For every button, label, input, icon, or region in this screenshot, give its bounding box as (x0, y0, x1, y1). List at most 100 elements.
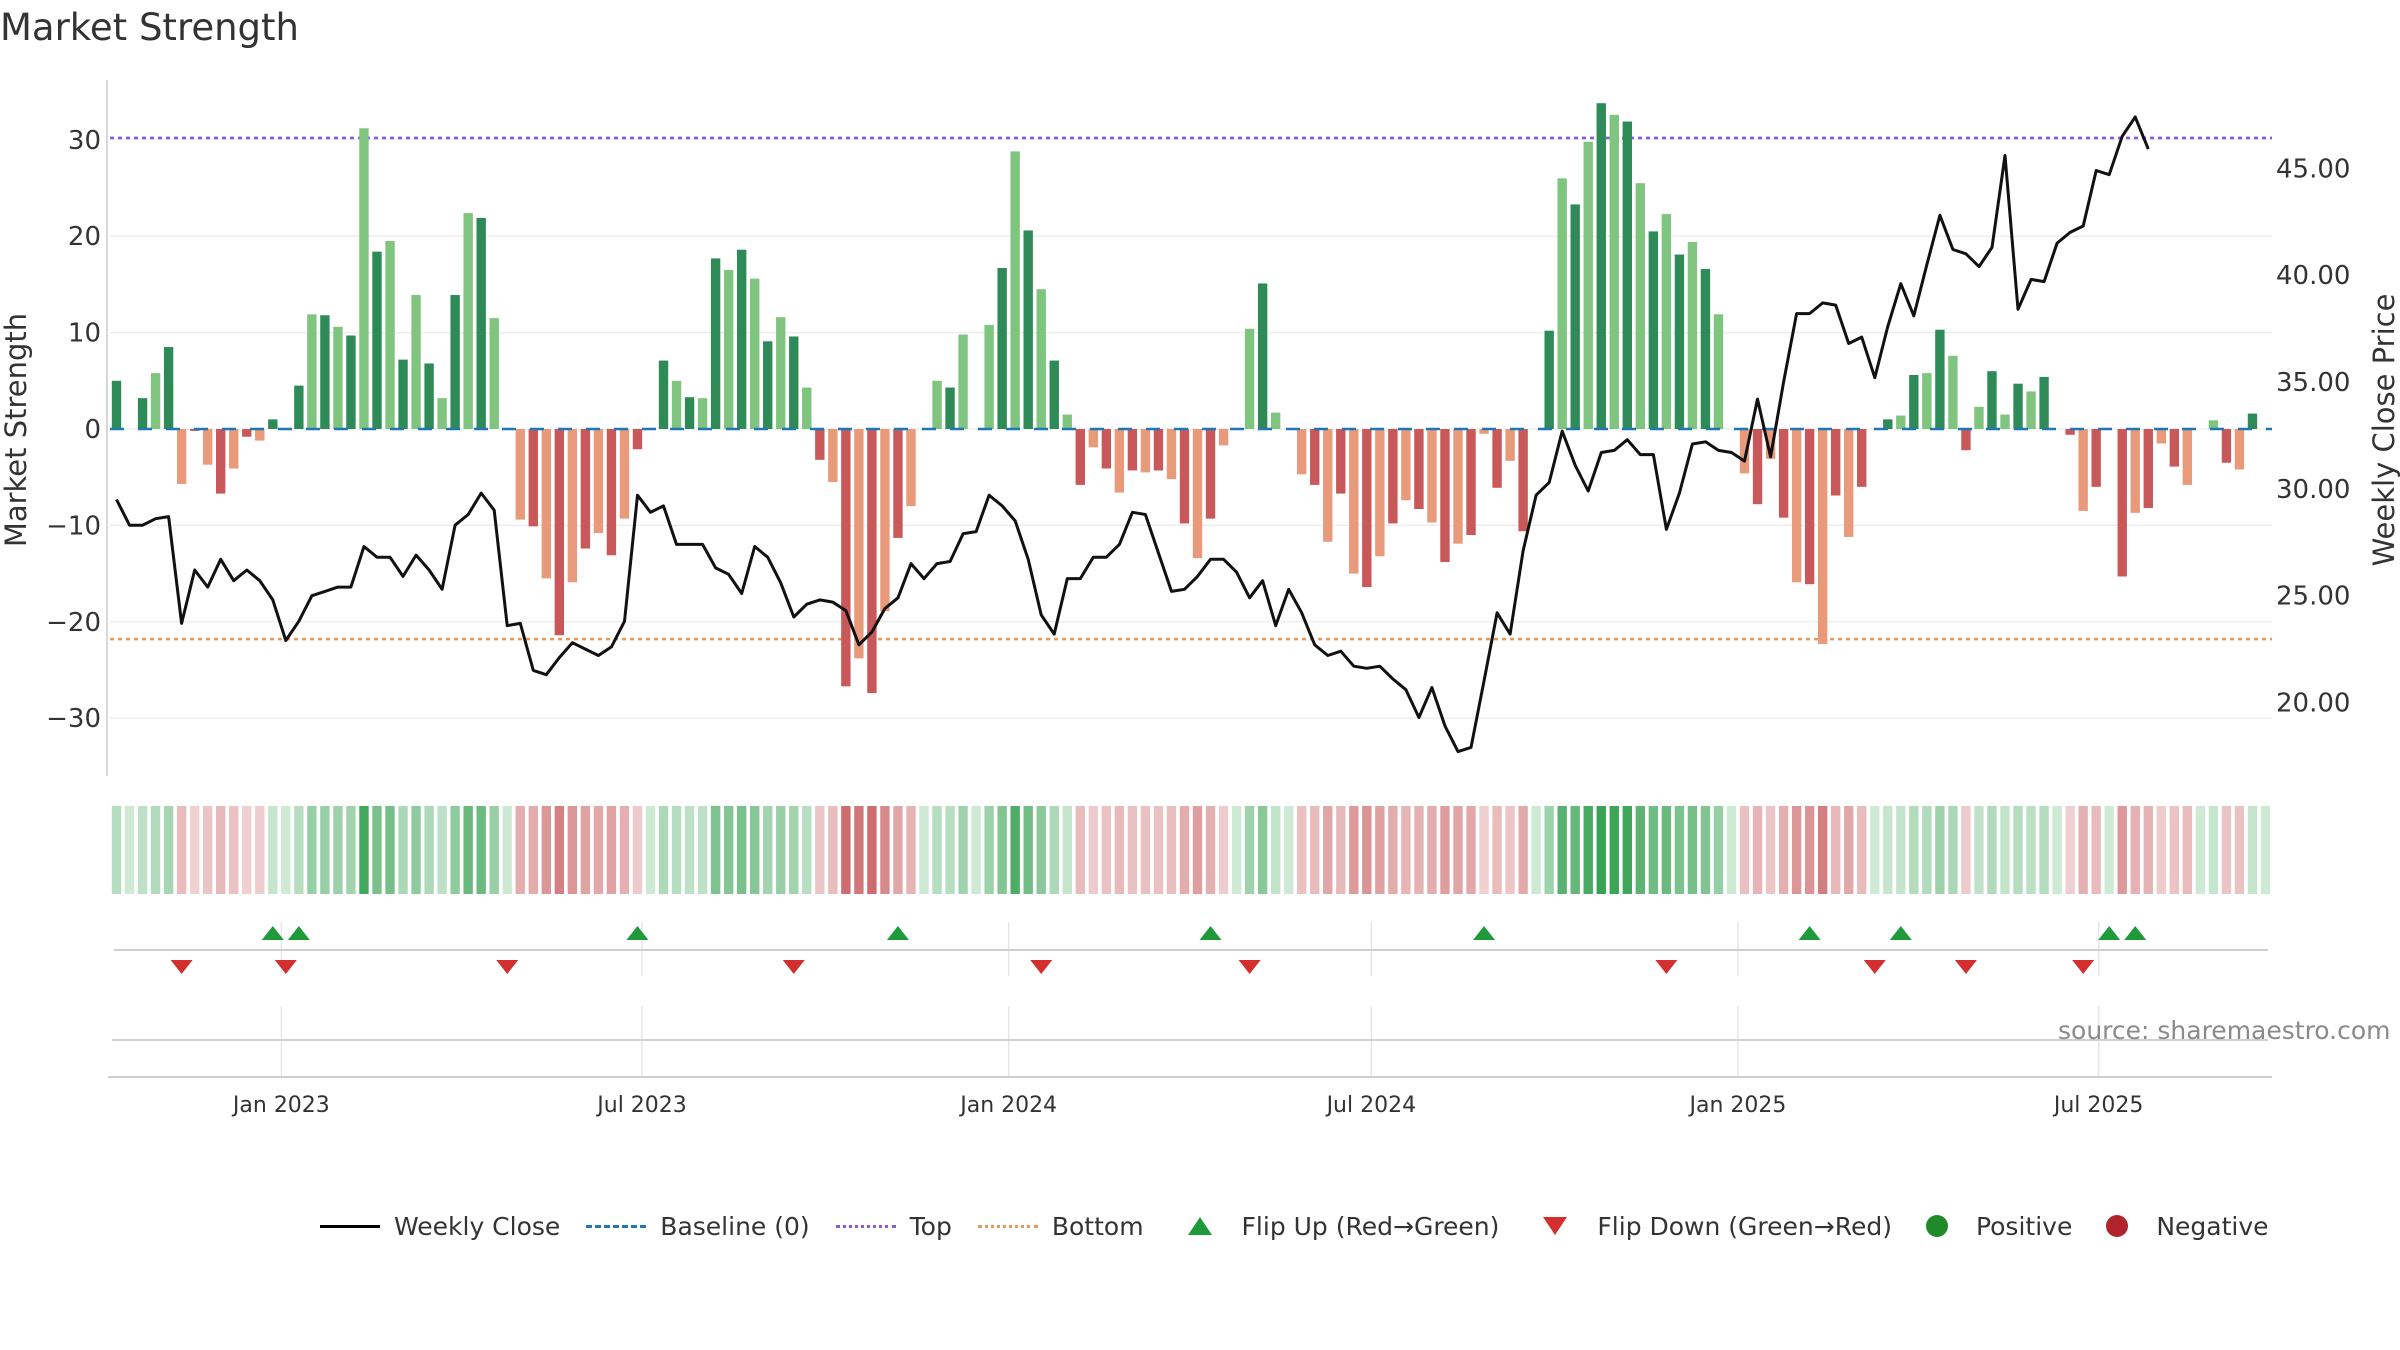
legend-positive: Positive (1918, 1212, 2072, 1241)
negative-bar (567, 429, 578, 583)
negative-bar (528, 429, 538, 527)
ribbon-cell (2065, 806, 2075, 894)
positive-bar (958, 334, 968, 429)
negative-bar (1205, 429, 1216, 519)
ribbon-cell (1948, 806, 1958, 894)
y-tick-label: 0 (84, 415, 101, 445)
ribbon-cell (1974, 806, 1984, 894)
line-swatch-icon (320, 1224, 380, 1228)
ribbon-cell (1127, 806, 1138, 894)
y2-tick-label: 35.00 (2276, 368, 2350, 398)
ribbon-cell (372, 806, 382, 894)
legend-top: Top (835, 1212, 952, 1241)
flip-up-marker (2124, 926, 2147, 940)
ribbon-cell (1140, 806, 1151, 894)
legend-flip-up: Flip Up (Red→Green) (1170, 1212, 1499, 1241)
positive-bar (723, 269, 734, 429)
negative-bar (880, 429, 890, 612)
negative-bar (2234, 429, 2245, 470)
ribbon-cell (1466, 806, 1476, 894)
negative-bar (1778, 429, 1789, 518)
ribbon-cell (1492, 806, 1502, 894)
negative-bar (541, 429, 551, 579)
negative-bar (2221, 429, 2232, 463)
ribbon-cell (2104, 806, 2114, 894)
y-tick-label: 10 (68, 319, 101, 349)
negative-bar (2091, 429, 2101, 487)
negative-bar (1192, 429, 1203, 559)
positive-bar (137, 398, 148, 429)
positive-bar (789, 336, 799, 429)
ribbon-cell (1283, 806, 1294, 894)
ribbon-cell (242, 806, 252, 894)
negative-bar (906, 429, 916, 507)
legend-label: Flip Down (Green→Red) (1597, 1211, 1892, 1241)
negative-bar (1752, 429, 1763, 505)
negative-bar (1857, 429, 1867, 487)
flip-up-marker (886, 926, 909, 940)
positive-bar (1687, 242, 1698, 429)
ribbon-cell (1427, 806, 1437, 894)
ribbon-cell (710, 806, 721, 894)
y2-tick-label: 45.00 (2276, 154, 2350, 184)
positive-bar (1270, 412, 1281, 429)
dotted-line-swatch-icon (835, 1224, 896, 1228)
negative-bar (2156, 429, 2166, 444)
legend-label: Weekly Close (394, 1211, 561, 1241)
legend-baseline: Baseline (0) (586, 1212, 810, 1241)
negative-bar (619, 429, 630, 519)
ribbon-cell (1726, 806, 1737, 894)
negative-bar (554, 429, 565, 636)
positive-bar (333, 326, 343, 429)
positive-bar (1036, 289, 1046, 429)
flip-up-marker (626, 926, 649, 940)
flip-down-marker (782, 960, 805, 974)
ribbon-cell (1700, 806, 1711, 894)
negative-bar (1349, 429, 1359, 574)
y2-tick-label: 40.00 (2276, 261, 2350, 291)
ribbon-cell (1453, 806, 1463, 894)
negative-bar (1479, 429, 1489, 434)
negative-bar (632, 429, 643, 450)
negative-bar (1817, 429, 1828, 644)
ribbon-cell (619, 806, 630, 894)
ribbon-cell (1505, 806, 1515, 894)
ribbon-cell (1896, 806, 1906, 894)
ribbon-cell (580, 806, 591, 894)
ribbon-cell (958, 806, 968, 894)
ribbon-cell (684, 806, 695, 894)
negative-bar (2169, 429, 2180, 467)
positive-bar (1257, 283, 1268, 429)
y2-axis-label: Weekly Close Price (2367, 294, 2400, 567)
ribbon-cell (411, 806, 421, 894)
x-tick-label: Jul 2023 (595, 1093, 687, 1118)
negative-bar (1961, 429, 1971, 451)
ribbon-cell (1596, 806, 1606, 894)
ribbon-cell (1661, 806, 1672, 894)
ribbon-cell (1987, 806, 1997, 894)
triangle-up-icon (1187, 1217, 1212, 1235)
legend-label: Negative (2156, 1211, 2269, 1241)
ribbon-cell (2026, 806, 2036, 894)
ribbon-cell (1270, 806, 1281, 894)
ribbon-cell (697, 806, 708, 894)
negative-bar (1323, 429, 1333, 542)
flip-down-marker (496, 960, 519, 974)
negative-bar (176, 429, 187, 484)
ribbon-cell (1336, 806, 1346, 894)
axes: 30 20 10 0 −10 −20 −30 45.00 40.00 35.00 30.00 25.0… (46, 80, 2350, 1118)
y-tick-label: −30 (46, 704, 101, 734)
positive-bar (437, 398, 447, 429)
y-tick-label: 30 (68, 126, 101, 156)
ribbon-cell (658, 806, 669, 894)
ribbon-cell (867, 806, 877, 894)
ribbon-cell (1244, 806, 1255, 894)
source-credit: source: sharemaestro.com (2058, 1016, 2391, 1045)
ribbon-cell (1935, 806, 1945, 894)
ribbon-cell (1609, 806, 1619, 894)
positive-bar (320, 315, 330, 429)
ribbon-cell (932, 806, 942, 894)
ribbon-cell (632, 806, 643, 894)
x-tick-label: Jul 2024 (1325, 1093, 1417, 1118)
positive-bar (150, 373, 161, 429)
